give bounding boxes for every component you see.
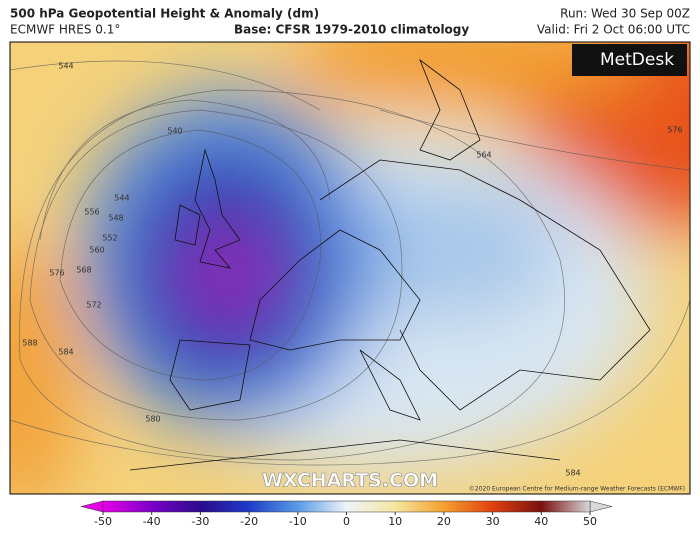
valid: Valid: Fri 2 Oct 06:00 UTC (537, 23, 690, 37)
contour-label: 548 (108, 214, 123, 223)
base: Base: CFSR 1979-2010 climatology (234, 23, 469, 37)
colorbar-tick-label: 0 (343, 515, 350, 528)
contour-label: 588 (22, 339, 37, 348)
watermark: WXCHARTS.COM (262, 470, 438, 492)
run: Run: Wed 30 Sep 00Z (560, 7, 690, 21)
contour-label: 584 (58, 348, 73, 357)
contour-label: 560 (89, 246, 104, 255)
contour-label: 552 (102, 234, 117, 243)
colorbar-tick-label: -20 (240, 515, 258, 528)
colorbar-tick-label: -50 (94, 515, 112, 528)
colorbar-arrow-left (80, 500, 104, 513)
colorbar-tick-label: 50 (583, 515, 597, 528)
title: 500 hPa Geopotential Height & Anomaly (d… (10, 7, 319, 21)
contour-label: 544 (58, 62, 73, 71)
model: ECMWF HRES 0.1° (10, 23, 120, 37)
contour-label: 544 (114, 194, 129, 203)
colorbar-tick-label: 30 (486, 515, 500, 528)
contour-label: 580 (145, 415, 160, 424)
colorbar-tick-label: 20 (437, 515, 451, 528)
contour-label: 576 (667, 126, 682, 135)
colorbar-tick-label: -40 (143, 515, 161, 528)
colorbar-tick-label: 10 (388, 515, 402, 528)
contour-label: 572 (86, 301, 101, 310)
map: MetDesk WXCHARTS.COM ©2020 European Cent… (10, 42, 690, 494)
map-frame (9, 41, 691, 495)
colorbar-tick-label: -30 (191, 515, 209, 528)
contour-label: 576 (49, 269, 64, 278)
copyright: ©2020 European Centre for Medium-range W… (469, 486, 685, 493)
contour-label: 540 (167, 127, 182, 136)
colorbar (102, 500, 591, 513)
contour-label: 564 (476, 151, 491, 160)
colorbar-tick-label: -10 (289, 515, 307, 528)
logo: MetDesk (600, 50, 674, 70)
colorbar-tick-label: 40 (534, 515, 548, 528)
colorbar-arrow-right (589, 500, 613, 513)
contour-label: 584 (565, 469, 580, 478)
contour-label: 568 (76, 266, 91, 275)
contour-label: 556 (84, 208, 99, 217)
